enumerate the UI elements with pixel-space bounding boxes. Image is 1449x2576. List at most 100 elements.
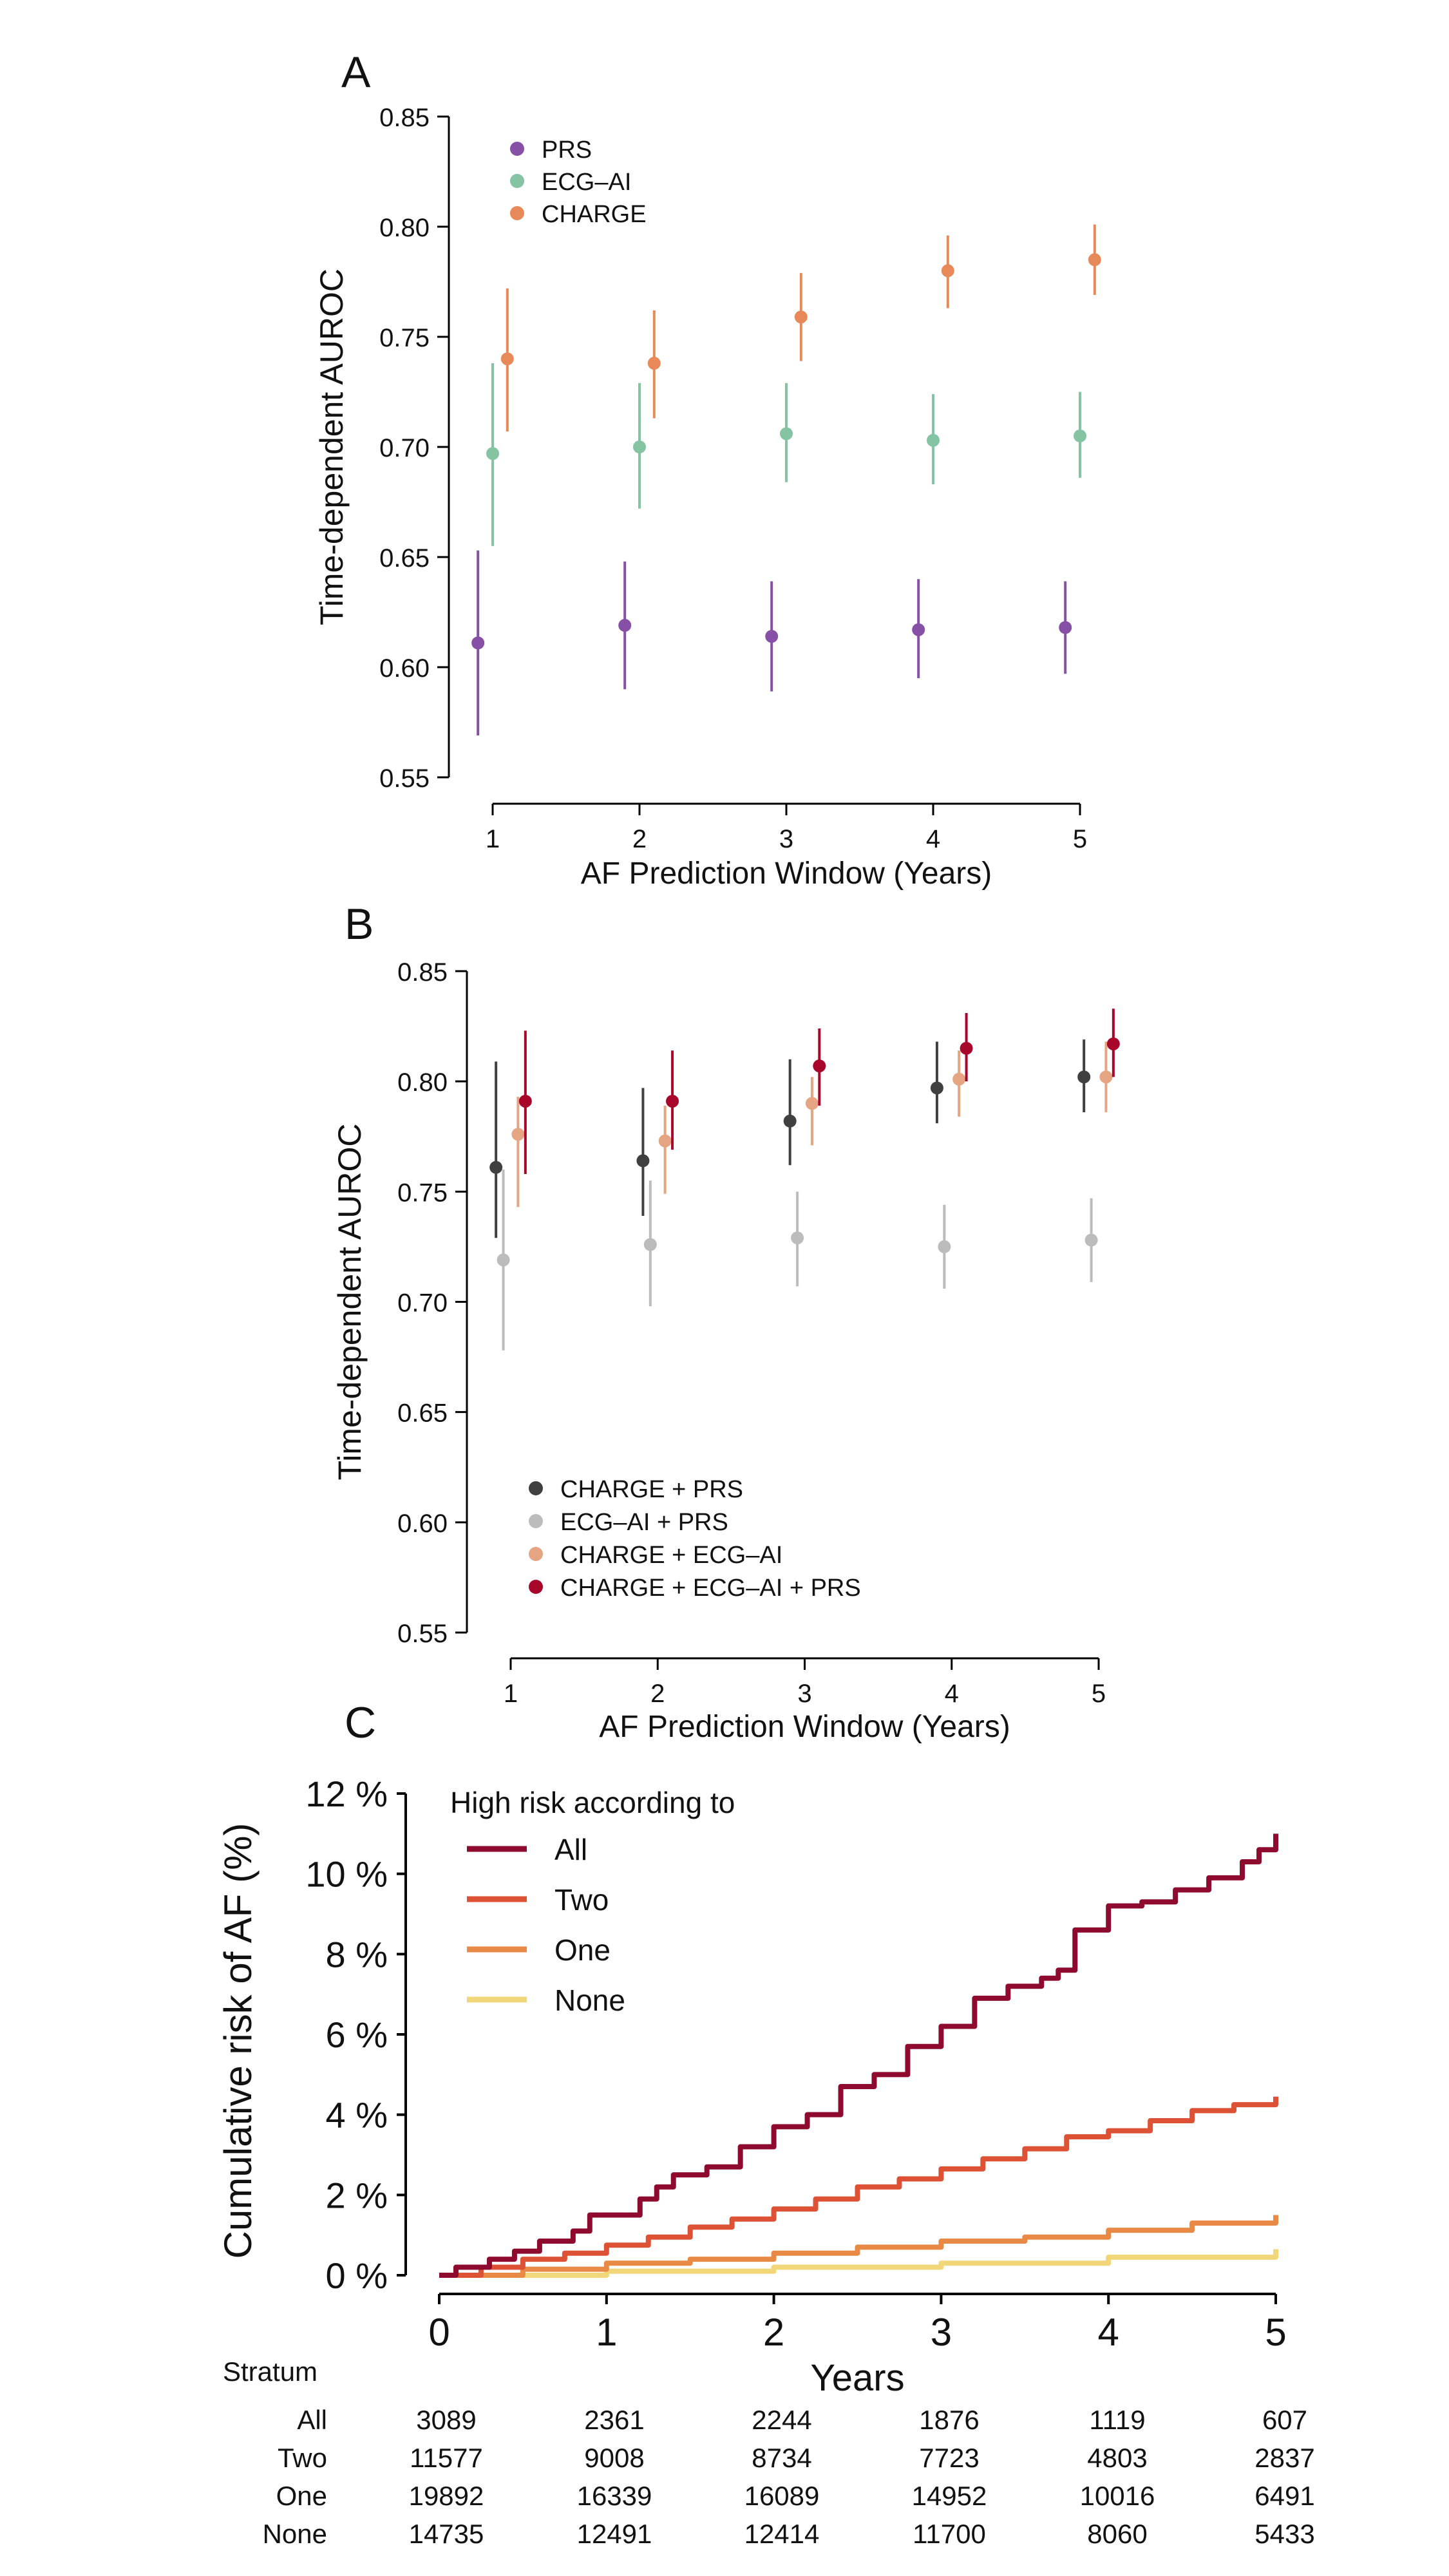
risk-table-header: Stratum bbox=[223, 2356, 317, 2387]
data-point bbox=[618, 619, 632, 632]
risk-table-cell: 10016 bbox=[1080, 2481, 1155, 2511]
data-point bbox=[497, 1253, 510, 1267]
x-tick-label: 5 bbox=[1073, 825, 1087, 853]
y-tick-label: 0.70 bbox=[379, 434, 430, 462]
risk-table-cell: 2244 bbox=[752, 2405, 811, 2435]
x-tick-label: 1 bbox=[596, 2311, 617, 2354]
y-tick-label: 0.80 bbox=[397, 1068, 448, 1097]
panel-a-chart: 0.55 0.60 0.65 0.70 0.75 0.80 0.85 1 2 3 4 5 AF Pred… bbox=[314, 104, 1101, 891]
x-tick-label: 4 bbox=[945, 1680, 959, 1708]
legend-label: Two bbox=[554, 1883, 609, 1917]
risk-table-cell: 8734 bbox=[752, 2443, 811, 2473]
risk-table-cell: 16089 bbox=[744, 2481, 820, 2511]
legend-marker bbox=[510, 206, 524, 220]
x-tick-label: 2 bbox=[650, 1680, 665, 1708]
risk-table-cell: 607 bbox=[1262, 2405, 1307, 2435]
data-point bbox=[1059, 621, 1072, 634]
data-point bbox=[1084, 1233, 1098, 1247]
risk-table-cell: 3089 bbox=[416, 2405, 476, 2435]
data-point bbox=[805, 1097, 819, 1110]
data-point bbox=[765, 630, 779, 643]
data-point bbox=[666, 1094, 679, 1108]
risk-table-cell: 11700 bbox=[913, 2519, 986, 2549]
y-tick-label: 10 % bbox=[305, 1854, 388, 1895]
legend-marker bbox=[529, 1580, 543, 1594]
y-axis-title: Time-dependent AUROC bbox=[332, 1124, 368, 1481]
panel-label-b: B bbox=[345, 900, 374, 949]
risk-table-cell: 14952 bbox=[912, 2481, 987, 2511]
risk-table-cell: 2837 bbox=[1255, 2443, 1314, 2473]
y-tick-label: 2 % bbox=[326, 2175, 388, 2215]
series-line-all bbox=[439, 1833, 1278, 2278]
risk-table-cell: 4803 bbox=[1087, 2443, 1147, 2473]
data-point bbox=[930, 1081, 943, 1095]
data-point bbox=[486, 447, 499, 460]
data-point bbox=[471, 636, 485, 650]
legend-label: All bbox=[554, 1833, 587, 1866]
y-tick-label: 0.65 bbox=[397, 1399, 448, 1428]
x-tick-label: 3 bbox=[779, 825, 793, 853]
legend-label: ECG–AI bbox=[542, 169, 631, 196]
risk-table-cell: 6491 bbox=[1255, 2481, 1314, 2511]
x-tick-label: 3 bbox=[931, 2311, 952, 2354]
data-point bbox=[1074, 429, 1086, 442]
data-point bbox=[636, 1154, 650, 1168]
y-tick-label: 8 % bbox=[326, 1934, 388, 1975]
x-tick-label: 1 bbox=[504, 1680, 518, 1708]
y-tick-label: 0.60 bbox=[379, 654, 430, 683]
legend-marker bbox=[529, 1547, 543, 1561]
series-line-two bbox=[439, 2096, 1278, 2278]
risk-table-row-label: None bbox=[263, 2519, 327, 2549]
data-point bbox=[518, 1094, 532, 1108]
series-line-one bbox=[439, 2215, 1278, 2278]
panel-c-chart: 0 % 2 % 4 % 6 % 8 % 10 % 12 % 0 1 2 3 4 5 Years Cumula… bbox=[216, 1774, 1315, 2549]
x-tick-label: 3 bbox=[797, 1680, 811, 1708]
risk-table-cell: 11577 bbox=[410, 2443, 483, 2473]
data-point bbox=[941, 264, 954, 278]
y-tick-label: 0.75 bbox=[397, 1179, 448, 1207]
risk-table-row-label: All bbox=[297, 2405, 327, 2435]
x-tick-label: 1 bbox=[486, 825, 500, 853]
legend-label: ECG–AI + PRS bbox=[560, 1509, 728, 1536]
y-tick-label: 0.80 bbox=[379, 214, 430, 242]
y-tick-label: 12 % bbox=[305, 1774, 388, 1814]
data-point bbox=[813, 1059, 826, 1073]
data-point bbox=[960, 1041, 973, 1055]
y-tick-label: 0.65 bbox=[379, 544, 430, 573]
y-tick-label: 0.85 bbox=[379, 104, 430, 132]
risk-table-cell: 1876 bbox=[919, 2405, 979, 2435]
risk-table-cell: 8060 bbox=[1087, 2519, 1147, 2549]
data-point bbox=[647, 357, 661, 370]
risk-table-row-label: One bbox=[276, 2481, 327, 2511]
y-tick-label: 0 % bbox=[326, 2255, 388, 2296]
y-tick-label: 6 % bbox=[326, 2014, 388, 2055]
y-axis-title: Cumulative risk of AF (%) bbox=[216, 1823, 260, 2259]
legend-marker bbox=[510, 142, 524, 156]
data-point bbox=[500, 352, 514, 366]
y-tick-label: 4 % bbox=[326, 2095, 388, 2136]
risk-table-cell: 5433 bbox=[1255, 2519, 1314, 2549]
risk-table-cell: 9008 bbox=[584, 2443, 644, 2473]
data-point bbox=[780, 427, 793, 440]
data-point bbox=[643, 1238, 657, 1251]
y-tick-label: 0.85 bbox=[397, 958, 448, 987]
legend-label: CHARGE bbox=[542, 201, 647, 228]
x-axis-title: AF Prediction Window (Years) bbox=[581, 857, 992, 891]
x-tick-label: 0 bbox=[428, 2311, 450, 2354]
x-tick-label: 4 bbox=[926, 825, 940, 853]
data-point bbox=[783, 1114, 797, 1128]
data-point bbox=[794, 310, 808, 324]
y-tick-label: 0.60 bbox=[397, 1510, 448, 1538]
risk-table-cell: 2361 bbox=[584, 2405, 644, 2435]
x-axis-title: AF Prediction Window (Years) bbox=[599, 1710, 1010, 1744]
risk-table-row-label: Two bbox=[278, 2443, 327, 2473]
legend-title: High risk according to bbox=[450, 1786, 735, 1819]
risk-table-cell: 7723 bbox=[919, 2443, 979, 2473]
data-point bbox=[1099, 1070, 1113, 1084]
legend-marker bbox=[529, 1514, 543, 1528]
data-point bbox=[912, 623, 925, 636]
data-point bbox=[489, 1160, 503, 1174]
legend-label: CHARGE + PRS bbox=[560, 1476, 743, 1503]
data-point bbox=[791, 1231, 804, 1245]
